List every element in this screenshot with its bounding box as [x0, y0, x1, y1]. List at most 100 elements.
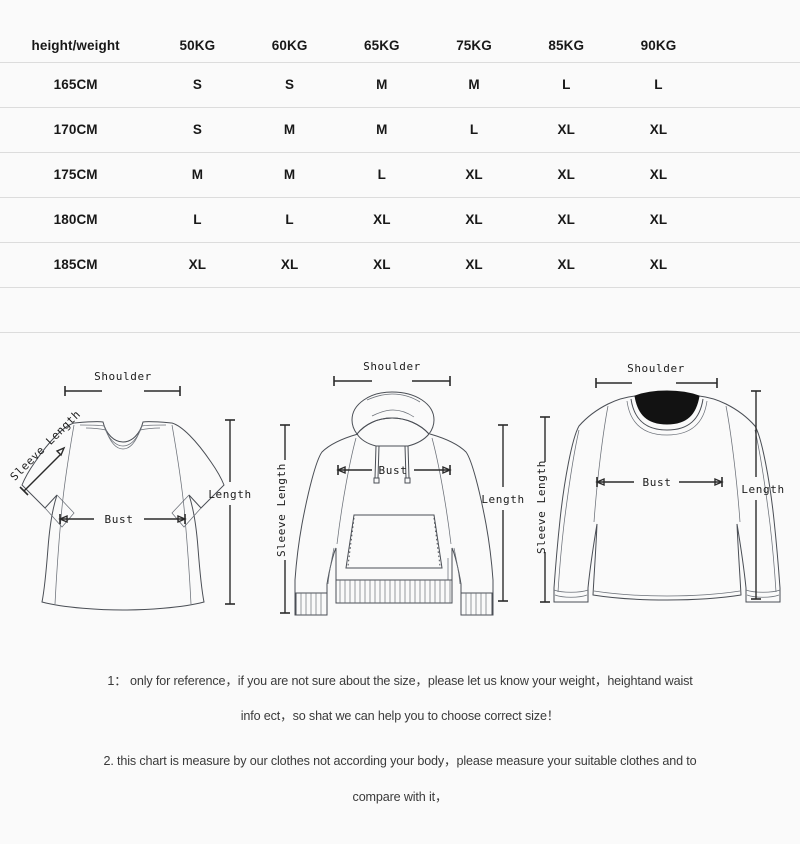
table-row: 180CM L L XL XL XL XL — [0, 197, 800, 242]
cell-165cm-75kg: M — [468, 77, 480, 92]
table-header-row: height/weight 50KG 60KG 65KG 75KG 85KG 9… — [0, 30, 800, 62]
sweatshirt-length-label: Length — [741, 483, 784, 496]
sleeve-length-dimension-line — [540, 416, 550, 603]
cell-blank — [0, 287, 151, 332]
cell-175cm-65kg: L — [377, 167, 386, 182]
column-header-85kg: 85KG — [548, 38, 585, 54]
cell-170cm-85kg: XL — [557, 122, 575, 137]
cell-180cm-90kg: XL — [649, 212, 668, 227]
column-header-60kg: 60KG — [271, 38, 308, 54]
cell-170cm-60kg: M — [283, 122, 296, 137]
cell-blank — [151, 287, 243, 332]
table-body: 165CM S S M M L L 170CM S M M L XL XL 17… — [0, 62, 800, 332]
hoodie-hood — [351, 391, 435, 447]
cell-spacer — [705, 242, 800, 287]
column-header-spacer — [705, 30, 800, 62]
tshirt-bust-label: Bust — [105, 513, 134, 526]
hoodie-pocket — [345, 514, 443, 569]
size-chart-table: height/weight 50KG 60KG 65KG 75KG 85KG 9… — [0, 30, 800, 333]
cell-180cm-85kg: XL — [557, 212, 575, 227]
footnote-1-line-2: info ect，so shat we can help you to choo… — [240, 709, 560, 724]
tshirt-sleeve-length-label: Sleeve Length — [8, 408, 84, 484]
cell-180cm-65kg: XL — [373, 212, 391, 227]
cell-blank — [244, 287, 336, 332]
hoodie-sleeve-length-label: Sleeve Length — [275, 463, 288, 557]
table-header: height/weight 50KG 60KG 65KG 75KG 85KG 9… — [0, 30, 800, 62]
footnote-2-line-2: compare with it， — [352, 789, 448, 804]
cell-165cm-65kg: M — [376, 77, 388, 92]
table-row: 165CM S S M M L L — [0, 62, 800, 107]
tshirt-diagram: Shoulder Sleeve Length — [2, 352, 270, 642]
cell-blank — [428, 287, 520, 332]
length-dimension-line — [498, 424, 508, 602]
height-weight-table: height/weight 50KG 60KG 65KG 75KG 85KG 9… — [0, 30, 800, 333]
sleeve-length-dimension-line — [19, 446, 66, 496]
cell-185cm-85kg: XL — [557, 257, 575, 272]
cell-165cm-90kg: L — [654, 77, 663, 92]
cell-165cm-85kg: L — [562, 77, 571, 92]
bust-dimension-line — [595, 477, 724, 487]
shoulder-dimension-line — [595, 378, 718, 388]
footnote-2-line-1: 2. this chart is measure by our clothes … — [103, 754, 697, 769]
hoodie-cuff-ribbing — [295, 592, 493, 616]
cell-175cm-60kg: M — [283, 167, 296, 182]
cell-170cm-75kg: L — [469, 122, 479, 137]
sleeve-length-dimension-line — [280, 424, 290, 614]
tshirt-shoulder-label: Shoulder — [94, 370, 152, 383]
cell-170cm-65kg: M — [376, 122, 388, 137]
cell-165cm-50kg: S — [192, 77, 202, 92]
shoulder-dimension-line — [333, 376, 451, 386]
cell-175cm-90kg: XL — [649, 167, 668, 182]
hoodie-length-label: Length — [481, 493, 524, 506]
column-header-height-weight: height/weight — [31, 38, 120, 54]
hoodie-bust-label: Bust — [379, 464, 408, 477]
sweatshirt-outline — [553, 390, 781, 603]
table-row: 185CM XL XL XL XL XL XL — [0, 242, 800, 287]
hoodie-drawstrings — [373, 445, 411, 484]
tshirt-outline — [21, 421, 225, 611]
row-header-165cm: 165CM — [53, 77, 98, 92]
cell-blank — [705, 287, 800, 332]
cell-185cm-60kg: XL — [280, 257, 299, 272]
length-dimension-line — [225, 419, 235, 605]
cell-175cm-75kg: XL — [465, 167, 483, 182]
sweatshirt-bust-label: Bust — [643, 476, 672, 489]
cell-185cm-75kg: XL — [465, 257, 483, 272]
sweatshirt-collar-fill — [634, 390, 700, 425]
bust-dimension-line — [336, 465, 452, 475]
hoodie-shoulder-label: Shoulder — [363, 360, 421, 373]
column-header-90kg: 90KG — [640, 38, 677, 54]
cell-175cm-50kg: M — [191, 167, 204, 182]
row-header-175cm: 175CM — [53, 167, 98, 182]
column-header-65kg: 65KG — [363, 38, 400, 54]
cell-170cm-50kg: S — [192, 122, 202, 137]
sweatshirt-sleeve-length-label: Sleeve Length — [535, 460, 548, 554]
sweatshirt-shoulder-label: Shoulder — [627, 362, 685, 375]
hoodie-waist-ribbing — [335, 579, 453, 604]
hoodie-outline — [294, 433, 494, 616]
column-header-75kg: 75KG — [456, 38, 492, 54]
cell-185cm-90kg: XL — [649, 257, 668, 272]
table-row: 170CM S M M L XL XL — [0, 107, 800, 152]
length-dimension-line — [751, 390, 761, 600]
tshirt-length-label: Length — [208, 488, 251, 501]
table-row-blank — [0, 287, 800, 332]
cell-blank — [336, 287, 428, 332]
row-header-185cm: 185CM — [53, 257, 98, 272]
cell-spacer — [705, 107, 800, 152]
cell-spacer — [705, 62, 800, 107]
bust-dimension-line — [58, 514, 187, 524]
cell-180cm-60kg: L — [285, 212, 294, 227]
garment-measurement-diagrams: Shoulder Sleeve Length — [0, 352, 800, 642]
cell-175cm-85kg: XL — [557, 167, 575, 182]
row-header-170cm: 170CM — [53, 122, 98, 137]
footnotes-section: 1： only for reference，if you are not sur… — [0, 662, 800, 804]
cell-180cm-75kg: XL — [465, 212, 483, 227]
cell-blank — [612, 287, 704, 332]
cell-165cm-60kg: S — [285, 77, 295, 92]
column-header-50kg: 50KG — [179, 38, 216, 54]
cell-blank — [520, 287, 612, 332]
cell-170cm-90kg: XL — [649, 122, 668, 137]
hoodie-diagram: Shoulder — [272, 352, 540, 642]
footnote-1-line-1: 1： only for reference，if you are not sur… — [107, 674, 693, 688]
